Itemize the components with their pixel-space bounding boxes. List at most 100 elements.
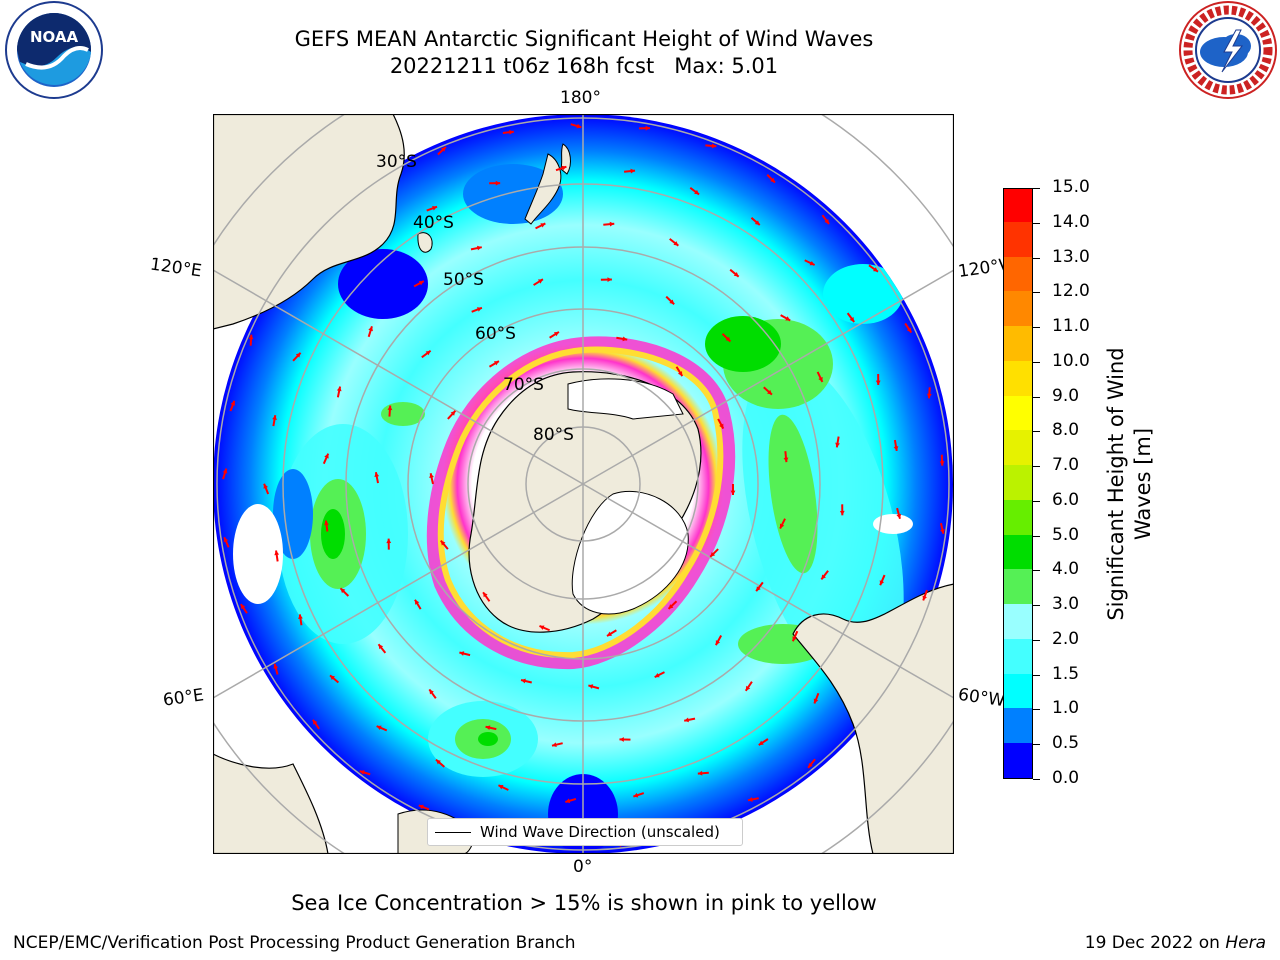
wave-arrow-head [711,143,717,149]
title-line-1: GEFS MEAN Antarctic Significant Height o… [294,27,874,51]
wave-arrow-head [619,737,624,742]
colorbar-tick [1033,361,1040,363]
wave-arrow-head [669,299,675,305]
wave-arrow-head [588,684,594,689]
wave-arrow-head [330,675,335,681]
wave-arrow-head [906,327,912,333]
footer-date: 19 Dec 2022 on Hera [1085,933,1266,953]
map-legend: Wind Wave Direction (unscaled) [427,818,743,846]
colorbar-tick [1033,466,1040,468]
colorbar-tick-label: 1.0 [1052,698,1080,719]
lat-label-70s: 70°S [503,375,544,395]
footer-date-text: 19 Dec 2022 on [1084,933,1226,953]
colorbar-tick [1033,500,1040,502]
wave-arrow-head [733,272,739,277]
wave-arrow-head [730,490,736,495]
colorbar-segment [1004,256,1032,292]
wave-arrow-head [450,410,456,416]
wave-arrow-head [849,317,855,322]
wave-direction-arrows [222,123,945,847]
wave-arrow-head [896,513,902,519]
africa [213,753,329,854]
colorbar-tick-label: 4.0 [1052,559,1080,580]
wave-arrow-head [783,457,789,463]
wave-arrow-head [440,540,446,546]
colorbar-tick-label: 7.0 [1052,455,1080,476]
colorbar-tick [1033,744,1040,746]
colorbar-tick-label: 8.0 [1052,420,1080,441]
wave-arrow-head [376,725,382,731]
wave-arrow-head [758,740,764,746]
colorbar-segment [1004,568,1032,605]
wave-arrow-head [824,219,829,224]
wave-arrow-head [459,651,465,656]
lon-label-60e: 60°E [161,685,206,711]
wave-arrow-head [274,550,280,556]
colorbar-segment [1004,534,1032,570]
colorbar-tick [1033,222,1040,224]
colorbar-segment [1004,189,1032,222]
colorbar-segment [1004,325,1032,361]
colorbar-tick-label: 9.0 [1052,385,1080,406]
wave-arrow-head [779,523,785,529]
colorbar-tick [1033,605,1040,607]
wave-arrow-head [606,631,612,636]
sea-ice-edge [426,336,736,670]
lat-label-60s: 60°S [475,324,516,344]
wave-arrow-head [633,792,639,798]
lon-label-180: 180° [560,88,601,108]
wave-arrow-head [425,350,431,356]
colorbar-tick-label: 2.0 [1052,628,1080,649]
wave-arrow-head [697,770,703,776]
wave-arrow-head [386,538,392,544]
colorbar-tick-label: 10.0 [1052,350,1090,371]
colorbar-tick-label: 15.0 [1052,177,1090,197]
australia [213,114,405,330]
wave-arrow-head [818,376,823,382]
south-america [792,583,954,854]
noaa-logo: NOAA [4,0,104,104]
wave-arrow-head [809,260,815,266]
wave-arrow-head [476,307,482,312]
wave-arrow-head [493,361,499,366]
wave-arrow-head [609,221,615,227]
wave-arrow-head [248,334,254,340]
wave-arrow-head [622,336,628,342]
colorbar-segment [1004,290,1032,327]
lat-label-30s: 30°S [376,152,417,172]
wave-arrow-head [429,473,434,479]
wave-arrow-head [435,759,441,765]
wave-arrow-head [792,636,797,642]
wave-arrow-head [551,742,557,748]
wave-arrow-head [607,277,612,282]
wave-arrow-head [498,785,504,790]
lon-label-120e: 120°E [148,254,203,282]
wave-arrow-head [485,725,491,731]
wave-arrow-head [754,220,760,226]
wave-arrow-head [875,380,881,386]
colorbar-tick-label: 13.0 [1052,246,1090,267]
legend-label: Wind Wave Direction (unscaled) [480,823,720,841]
wave-arrow-head [539,625,545,630]
wave-arrow-head [378,644,384,650]
wave-arrow-head [561,165,567,171]
lat-label-40s: 40°S [413,213,454,233]
footer-machine: Hera [1225,933,1266,953]
wave-arrow-head [476,245,482,251]
wave-arrow-head [893,446,899,451]
wave-arrow-head [939,461,945,466]
wave-arrow-head [710,551,716,557]
colorbar-tick-label: 1.5 [1052,663,1080,684]
wave-arrow-head [374,472,380,478]
wave-arrow-head [230,400,236,406]
colorbar-tick-label: 5.0 [1052,524,1080,545]
graticule [213,114,954,854]
wave-arrow-head [926,393,932,399]
colorbar-title-line-1: Significant Height of Wind [1104,347,1128,621]
colorbar-tick [1033,674,1040,676]
wave-arrow-head [223,537,229,543]
wave-arrow-head [745,685,751,691]
lon-label-0: 0° [573,857,593,877]
colorbar-segment [1004,429,1032,466]
wave-arrow-head [312,719,318,725]
